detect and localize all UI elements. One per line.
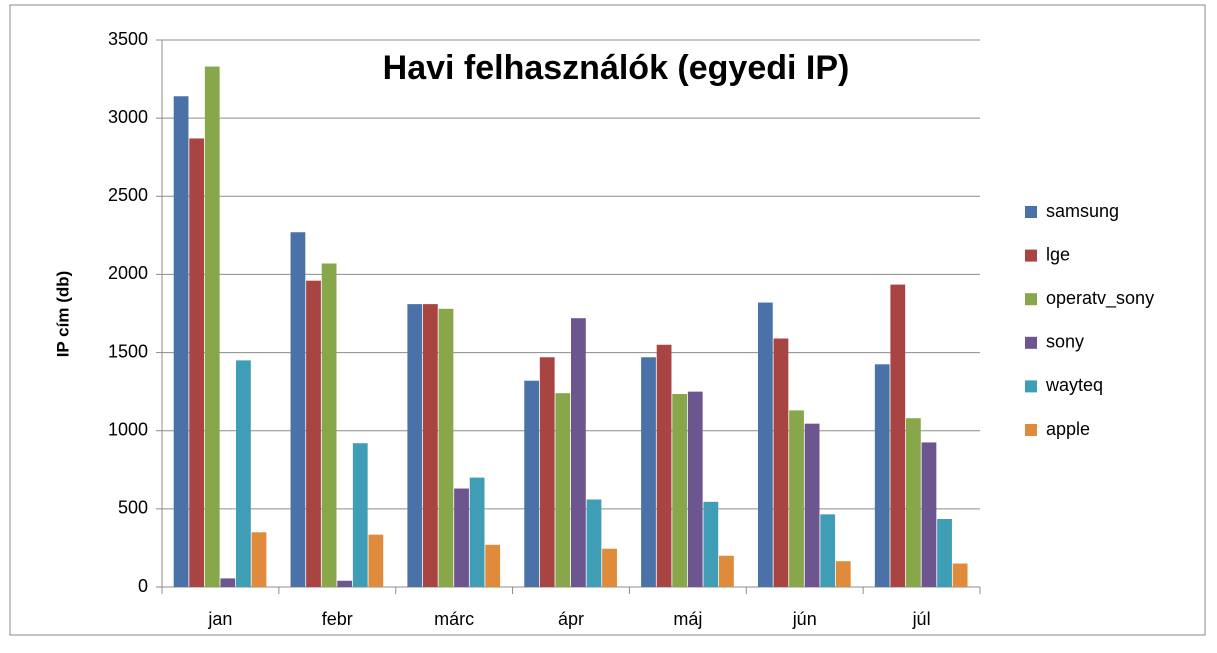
x-tick-label: jún (792, 609, 817, 629)
bar (835, 561, 851, 587)
legend-swatch (1025, 380, 1037, 393)
legend-label: operatv_sony (1046, 288, 1154, 309)
bar (352, 443, 368, 587)
x-tick-label: ápr (558, 609, 584, 629)
bar (539, 357, 555, 587)
bar (641, 357, 656, 587)
y-tick-label: 0 (138, 576, 148, 596)
bar (407, 304, 423, 587)
legend-swatch (1025, 249, 1037, 262)
bar (905, 418, 921, 587)
x-tick-label: márc (434, 609, 474, 629)
y-tick-label: 1000 (108, 419, 148, 439)
bar (368, 534, 384, 587)
bar (952, 563, 968, 587)
bar (337, 580, 353, 587)
bar (773, 338, 789, 587)
bar (220, 578, 236, 587)
bar (290, 232, 306, 587)
bar (321, 263, 337, 587)
bar (173, 96, 189, 588)
x-tick-label: jan (207, 609, 232, 629)
bar (586, 499, 602, 587)
legend-label: lge (1046, 244, 1070, 264)
bar (789, 410, 804, 587)
bar (204, 66, 220, 587)
bar (469, 477, 485, 587)
bar (555, 393, 571, 587)
bar (602, 548, 617, 587)
chart-border (9, 4, 1206, 636)
bar (921, 442, 937, 587)
bar (524, 380, 540, 587)
y-tick-label: 2500 (108, 185, 148, 205)
bar (422, 304, 438, 587)
y-tick-label: 3000 (108, 107, 148, 127)
bar (874, 364, 890, 587)
bar (656, 344, 672, 587)
y-tick-label: 1500 (108, 341, 148, 361)
legend-label: wayteq (1045, 375, 1103, 395)
y-tick-label: 500 (118, 498, 148, 518)
bar (703, 501, 719, 587)
bar (438, 308, 454, 587)
y-axis-title: IP cím (db) (53, 271, 72, 358)
bar (687, 391, 703, 587)
x-tick-label: febr (322, 609, 353, 629)
legend-label: sony (1046, 332, 1084, 352)
bar (251, 532, 267, 587)
bar (890, 284, 906, 587)
chart-title: Havi felhasználók (egyedi IP) (383, 49, 850, 87)
x-tick-label: júl (912, 609, 931, 629)
legend-swatch (1025, 293, 1037, 306)
bar (306, 280, 321, 587)
legend-swatch (1025, 336, 1037, 349)
bar (672, 393, 688, 587)
bar (485, 544, 501, 587)
bar (820, 514, 836, 587)
bar (571, 318, 586, 587)
bar (189, 138, 205, 587)
legend-swatch (1025, 206, 1037, 218)
bar (757, 302, 773, 587)
legend-label: apple (1046, 419, 1090, 439)
x-tick-label: máj (673, 609, 702, 629)
legend-swatch (1025, 424, 1037, 436)
bar (804, 423, 820, 587)
y-tick-label: 2000 (108, 263, 148, 283)
legend-label: samsung (1046, 201, 1119, 221)
bar (454, 488, 469, 587)
bar (937, 519, 952, 587)
bar (236, 360, 251, 587)
y-tick-label: 3500 (108, 29, 148, 49)
bar (719, 555, 734, 587)
